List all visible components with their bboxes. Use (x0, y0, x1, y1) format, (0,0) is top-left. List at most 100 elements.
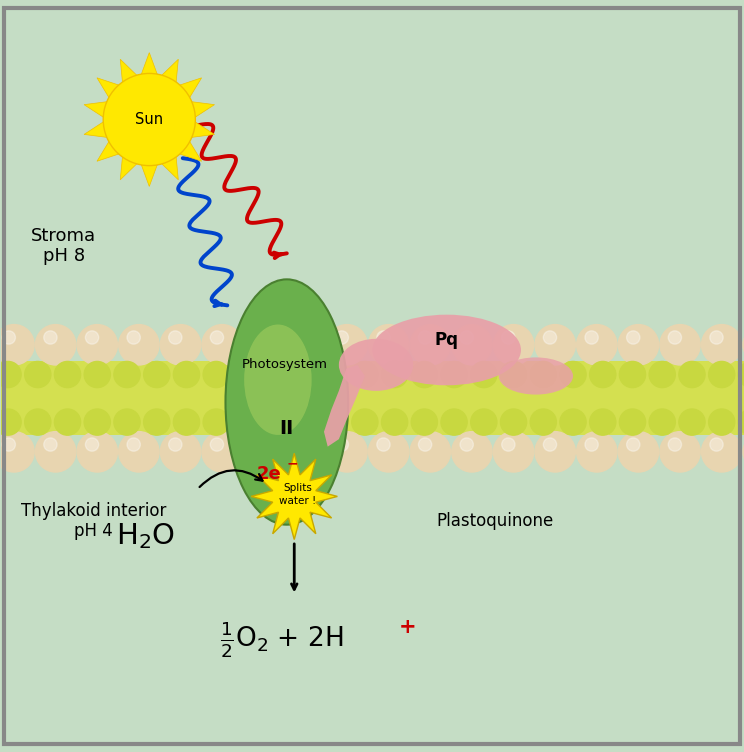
Circle shape (460, 438, 473, 451)
Circle shape (708, 362, 735, 387)
Circle shape (660, 325, 700, 365)
Circle shape (501, 331, 515, 344)
Text: Stroma
pH 8: Stroma pH 8 (31, 226, 97, 265)
Circle shape (668, 438, 682, 451)
Circle shape (352, 409, 378, 435)
Circle shape (543, 331, 557, 344)
Circle shape (103, 74, 196, 165)
Circle shape (743, 432, 744, 472)
Ellipse shape (244, 325, 312, 435)
Polygon shape (84, 53, 214, 186)
Circle shape (382, 409, 408, 435)
Circle shape (173, 362, 199, 387)
Circle shape (84, 362, 110, 387)
Circle shape (471, 409, 497, 435)
Circle shape (376, 331, 390, 344)
Circle shape (211, 331, 224, 344)
Text: Sun: Sun (135, 112, 164, 127)
Circle shape (560, 362, 586, 387)
Circle shape (335, 438, 348, 451)
Circle shape (493, 432, 533, 472)
Bar (0, 362, 744, 435)
Circle shape (501, 438, 515, 451)
Circle shape (292, 362, 318, 387)
Circle shape (418, 331, 432, 344)
Text: Plastoquinone: Plastoquinone (436, 512, 554, 530)
Text: −: − (287, 456, 298, 471)
Circle shape (535, 325, 575, 365)
Circle shape (86, 438, 99, 451)
Circle shape (119, 325, 159, 365)
Circle shape (418, 438, 432, 451)
Circle shape (702, 432, 742, 472)
Circle shape (626, 331, 640, 344)
Circle shape (77, 432, 118, 472)
Circle shape (160, 432, 201, 472)
Circle shape (710, 438, 723, 451)
Circle shape (127, 438, 141, 451)
Circle shape (590, 409, 616, 435)
Circle shape (535, 432, 575, 472)
Circle shape (460, 331, 473, 344)
Circle shape (119, 432, 159, 472)
Circle shape (376, 438, 390, 451)
Circle shape (650, 409, 676, 435)
Circle shape (203, 362, 229, 387)
Circle shape (252, 331, 265, 344)
Circle shape (211, 438, 224, 451)
Circle shape (411, 409, 437, 435)
Circle shape (530, 362, 557, 387)
Circle shape (501, 409, 527, 435)
Text: $\frac{1}{2}$O$_2$ + 2H: $\frac{1}{2}$O$_2$ + 2H (220, 620, 344, 660)
Circle shape (233, 362, 259, 387)
Circle shape (44, 438, 57, 451)
Circle shape (202, 432, 243, 472)
Circle shape (618, 325, 658, 365)
Ellipse shape (498, 357, 573, 395)
Circle shape (202, 325, 243, 365)
Circle shape (0, 409, 21, 435)
Circle shape (252, 438, 265, 451)
Circle shape (54, 409, 80, 435)
Circle shape (410, 325, 450, 365)
Circle shape (2, 331, 16, 344)
Circle shape (618, 432, 658, 472)
Circle shape (243, 325, 284, 365)
Circle shape (144, 362, 170, 387)
Circle shape (368, 432, 409, 472)
Circle shape (0, 362, 21, 387)
Text: 2e: 2e (257, 465, 282, 483)
Circle shape (322, 362, 348, 387)
Text: Photosystem: Photosystem (242, 359, 327, 371)
Circle shape (660, 432, 700, 472)
Circle shape (411, 362, 437, 387)
Circle shape (243, 432, 284, 472)
Text: +: + (400, 617, 417, 636)
Circle shape (708, 409, 735, 435)
Circle shape (679, 362, 705, 387)
Circle shape (410, 432, 450, 472)
FancyArrowPatch shape (199, 470, 263, 487)
Circle shape (626, 438, 640, 451)
Circle shape (738, 409, 744, 435)
Text: H$_2$O: H$_2$O (116, 521, 175, 550)
Circle shape (114, 409, 140, 435)
Circle shape (493, 325, 533, 365)
Circle shape (233, 409, 259, 435)
Circle shape (471, 362, 497, 387)
Circle shape (702, 325, 742, 365)
Circle shape (530, 409, 557, 435)
Circle shape (77, 325, 118, 365)
Circle shape (322, 409, 348, 435)
Circle shape (679, 409, 705, 435)
Circle shape (710, 331, 723, 344)
Text: Pq: Pq (434, 332, 458, 350)
Circle shape (577, 325, 617, 365)
Ellipse shape (339, 339, 413, 391)
Circle shape (441, 362, 467, 387)
Circle shape (0, 432, 34, 472)
Circle shape (327, 325, 368, 365)
Circle shape (25, 362, 51, 387)
Circle shape (263, 362, 289, 387)
Text: II: II (280, 419, 294, 438)
